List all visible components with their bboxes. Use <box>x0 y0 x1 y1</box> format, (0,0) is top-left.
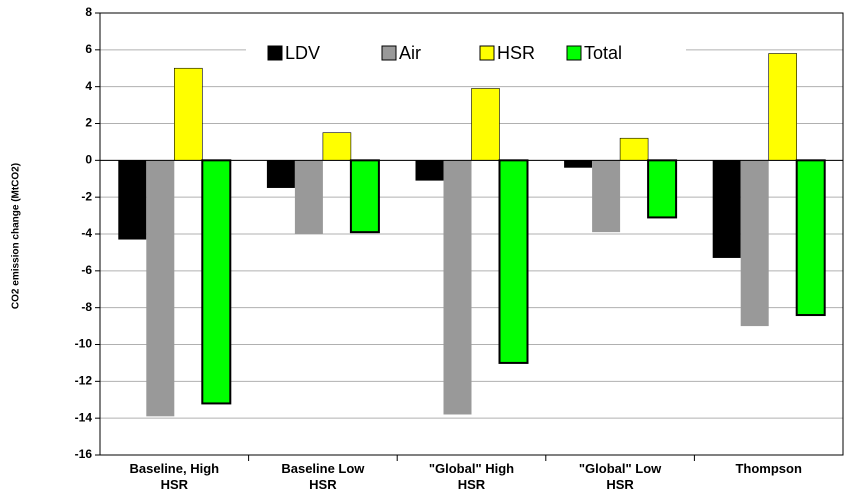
bar <box>647 159 678 219</box>
bar <box>349 159 380 234</box>
legend-label: Total <box>584 43 622 63</box>
bar <box>471 88 500 161</box>
x-tick-label: Baseline Low HSR <box>281 461 365 492</box>
legend-swatch <box>479 45 495 61</box>
bar <box>415 160 444 181</box>
y-axis-label: CO2 emission change (MtCO2) <box>11 163 22 309</box>
bar <box>201 159 232 405</box>
bar <box>498 159 529 364</box>
plot-frame <box>99 12 844 456</box>
legend: LDV Air HSR Total <box>246 35 686 71</box>
y-tick-label: -16 <box>75 447 93 461</box>
x-tick-label: Thompson <box>735 461 802 476</box>
legend-swatch <box>566 45 582 61</box>
y-tick-label: 8 <box>85 5 92 19</box>
legend-label: HSR <box>497 43 535 63</box>
y-tick-label: -6 <box>81 263 92 277</box>
legend-box <box>246 35 686 71</box>
x-tick-label: "Global" Low HSR <box>578 461 662 492</box>
bar <box>740 160 769 327</box>
y-tick-label: 2 <box>85 116 92 130</box>
legend-label: LDV <box>285 43 320 63</box>
bar <box>174 67 203 161</box>
bar <box>146 160 175 417</box>
y-tick-label: -10 <box>75 337 93 351</box>
bar <box>619 137 649 161</box>
x-tick-label: "Global" High HSR <box>428 461 515 492</box>
bar <box>322 132 352 161</box>
legend-swatch <box>381 45 397 61</box>
y-tick-label: -4 <box>81 226 92 240</box>
bar <box>266 160 295 188</box>
bar <box>592 160 621 233</box>
bar <box>564 160 593 168</box>
y-tick-label: 4 <box>85 79 92 93</box>
y-tick-label: 6 <box>85 42 92 56</box>
bar <box>118 160 147 240</box>
legend-swatch <box>267 45 283 61</box>
y-tick-label: -14 <box>75 410 93 424</box>
y-tick-label: 0 <box>85 153 92 167</box>
y-tick-label: -12 <box>75 374 93 388</box>
bar <box>712 160 741 258</box>
bar <box>294 160 323 234</box>
bar <box>768 53 798 161</box>
x-tick-label: Baseline, High HSR <box>129 461 220 492</box>
y-tick-label: -2 <box>81 189 92 203</box>
y-tick-label: -8 <box>81 300 92 314</box>
bar <box>795 159 826 317</box>
bar <box>443 160 472 415</box>
legend-label: Air <box>399 43 421 63</box>
